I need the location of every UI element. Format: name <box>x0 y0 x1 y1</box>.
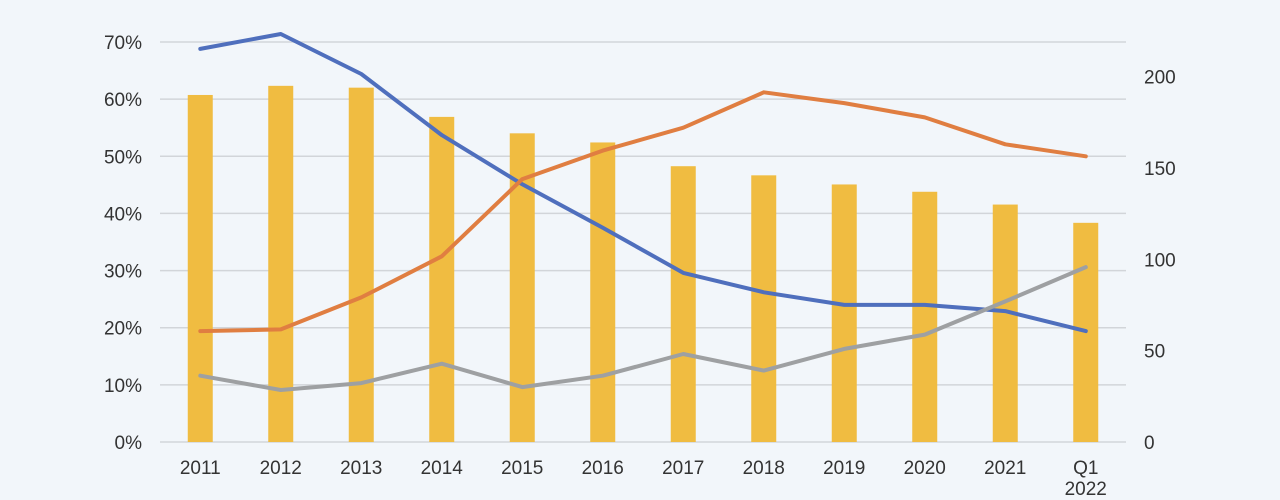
x-axis-tick-label: 2020 <box>904 458 946 479</box>
series-line-2 <box>198 90 1088 334</box>
x-axis-tick-label: 2017 <box>662 458 704 479</box>
bar <box>831 184 857 442</box>
left-axis-tick-label: 70% <box>104 33 142 54</box>
bar-series <box>187 85 1099 443</box>
right-axis-tick-label: 50 <box>1144 342 1165 363</box>
right-axis-tick-label: 200 <box>1144 68 1176 89</box>
bar <box>912 191 938 442</box>
left-axis-tick-label: 20% <box>104 319 142 340</box>
x-axis-tick-label: 2021 <box>984 458 1026 479</box>
x-axis-tick-label: 2022 <box>1065 479 1107 500</box>
series-line-1 <box>198 32 1088 334</box>
left-axis-tick-label: 10% <box>104 376 142 397</box>
bar <box>348 87 374 442</box>
x-axis-tick-label: 2012 <box>260 458 302 479</box>
x-axis-tick-label: 2013 <box>340 458 382 479</box>
right-axis-tick-label: 150 <box>1144 159 1176 180</box>
series-line-3 <box>198 265 1088 392</box>
left-axis-tick-label: 60% <box>104 90 142 111</box>
x-axis-tick-label: 2015 <box>501 458 543 479</box>
bar <box>429 116 455 443</box>
left-axis-tick-label: 30% <box>104 262 142 283</box>
x-axis-tick-label: 2014 <box>421 458 464 479</box>
left-y-axis: 0% 10% 20% 30% 40% 50% 60% 70% <box>104 33 142 454</box>
right-axis-tick-label: 0 <box>1144 433 1155 454</box>
bar <box>751 175 777 443</box>
x-axis: 2011 2012 2013 2014 2015 2016 2017 2018 2019 2020… <box>180 458 1107 500</box>
x-axis-tick-label: 2018 <box>743 458 785 479</box>
left-axis-tick-label: 50% <box>104 147 142 168</box>
line-series <box>198 32 1088 392</box>
x-axis-tick-label: Q1 <box>1073 458 1098 479</box>
x-axis-tick-label: 2016 <box>582 458 624 479</box>
bar <box>670 166 696 442</box>
right-axis-tick-label: 100 <box>1144 250 1176 271</box>
bar <box>992 204 1018 442</box>
bar <box>187 94 213 443</box>
left-axis-tick-label: 0% <box>115 433 143 454</box>
left-axis-tick-label: 40% <box>104 204 142 225</box>
bar <box>268 85 294 442</box>
x-axis-tick-label: 2019 <box>823 458 865 479</box>
x-axis-tick-label: 2011 <box>180 458 221 479</box>
right-y-axis: 0 50 100 150 200 <box>1144 68 1176 454</box>
bar <box>590 142 616 443</box>
gridlines <box>160 41 1126 443</box>
